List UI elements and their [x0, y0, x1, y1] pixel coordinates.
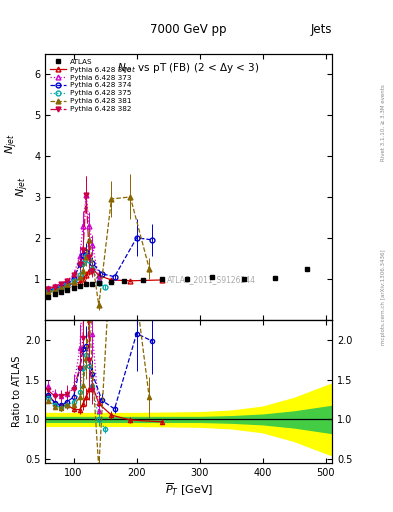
Text: mcplots.cern.ch [arXiv:1306.3436]: mcplots.cern.ch [arXiv:1306.3436] — [381, 249, 386, 345]
Text: $N_{jet}$: $N_{jet}$ — [4, 133, 20, 154]
Legend: ATLAS, Pythia 6.428 370, Pythia 6.428 373, Pythia 6.428 374, Pythia 6.428 375, P: ATLAS, Pythia 6.428 370, Pythia 6.428 37… — [49, 57, 133, 114]
Text: 7000 GeV pp: 7000 GeV pp — [151, 23, 227, 36]
Text: $N_{jet}$ vs pT (FB) (2 < $\Delta$y < 3): $N_{jet}$ vs pT (FB) (2 < $\Delta$y < 3) — [118, 62, 260, 76]
Text: Rivet 3.1.10, ≥ 3.3M events: Rivet 3.1.10, ≥ 3.3M events — [381, 84, 386, 161]
Y-axis label: Ratio to ATLAS: Ratio to ATLAS — [12, 356, 22, 427]
Text: Jets: Jets — [310, 23, 332, 36]
X-axis label: $\overline{P}_T$ [GeV]: $\overline{P}_T$ [GeV] — [165, 481, 213, 498]
Text: ATLAS_2011_S9126244: ATLAS_2011_S9126244 — [167, 275, 256, 284]
Y-axis label: $N_{jet}$: $N_{jet}$ — [15, 177, 31, 197]
